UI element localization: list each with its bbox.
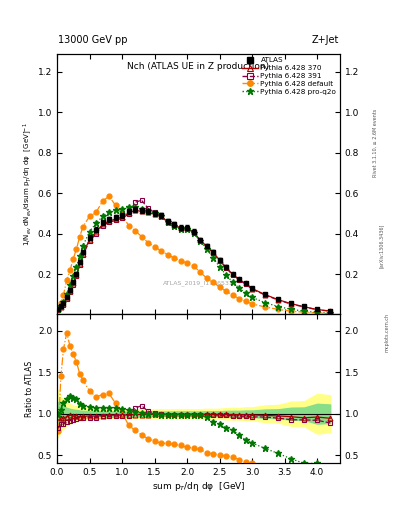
Text: mcplots.cern.ch: mcplots.cern.ch [384, 313, 389, 352]
Text: 13000 GeV pp: 13000 GeV pp [58, 35, 128, 45]
Y-axis label: 1/N$_{ev}$ dN$_{ev}$/dsum p$_T$/dη dφ  [GeV]$^{-1}$: 1/N$_{ev}$ dN$_{ev}$/dsum p$_T$/dη dφ [G… [21, 122, 33, 246]
X-axis label: sum p$_T$/dη dφ  [GeV]: sum p$_T$/dη dφ [GeV] [152, 480, 245, 493]
Legend: ATLAS, Pythia 6.428 370, Pythia 6.428 391, Pythia 6.428 default, Pythia 6.428 pr: ATLAS, Pythia 6.428 370, Pythia 6.428 39… [241, 56, 338, 96]
Text: ATLAS_2019_I1736531: ATLAS_2019_I1736531 [163, 280, 234, 286]
Text: Nch (ATLAS UE in Z production): Nch (ATLAS UE in Z production) [127, 61, 270, 71]
Text: Z+Jet: Z+Jet [311, 35, 339, 45]
Text: [arXiv:1306.3436]: [arXiv:1306.3436] [379, 224, 384, 268]
Y-axis label: Ratio to ATLAS: Ratio to ATLAS [25, 361, 33, 417]
Text: Rivet 3.1.10, ≥ 2.6M events: Rivet 3.1.10, ≥ 2.6M events [373, 109, 378, 178]
